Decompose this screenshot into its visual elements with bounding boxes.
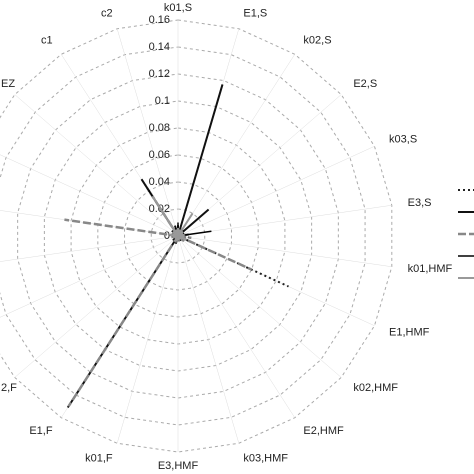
r-tick-label: 0.04 bbox=[149, 176, 170, 188]
category-label: E2,S bbox=[353, 78, 377, 90]
category-label: E1,HMF bbox=[389, 326, 430, 338]
category-label: k01,F bbox=[85, 453, 113, 465]
axis-spoke bbox=[177, 205, 392, 237]
category-label: E2,HMF bbox=[303, 425, 344, 437]
axis-spoke bbox=[116, 28, 179, 237]
category-label: k02,HMF bbox=[353, 382, 398, 394]
r-tick-label: 0 bbox=[164, 230, 170, 242]
r-tick-label: 0.14 bbox=[149, 41, 170, 53]
category-label: k03,HMF bbox=[243, 453, 288, 465]
r-tick-label: 0.1 bbox=[155, 95, 170, 107]
r-tick-label: 0.06 bbox=[149, 149, 170, 161]
r-tick-label: 0.02 bbox=[149, 203, 170, 215]
axis-spoke bbox=[177, 235, 240, 444]
category-label: 2,F bbox=[1, 382, 17, 394]
category-label: k02,S bbox=[303, 35, 331, 47]
grid-ring bbox=[0, 19, 393, 453]
category-label: E1,F bbox=[29, 425, 53, 437]
series-spike bbox=[177, 212, 194, 237]
grid-ring bbox=[0, 46, 366, 426]
axis-spoke bbox=[0, 154, 179, 237]
axis-spoke bbox=[14, 235, 179, 378]
series-spike bbox=[67, 235, 180, 408]
axis-spoke bbox=[0, 235, 179, 262]
series-spike bbox=[175, 229, 179, 237]
category-label: k01,HMF bbox=[408, 263, 453, 275]
series-spike bbox=[64, 218, 179, 238]
series-spike bbox=[177, 84, 224, 237]
category-label: k01,S bbox=[164, 2, 192, 14]
r-tick-label: 0.16 bbox=[149, 14, 170, 26]
axis-spoke bbox=[177, 235, 392, 267]
category-label: c1 bbox=[41, 35, 53, 47]
axis-spoke bbox=[116, 235, 179, 444]
r-tick-label: 0.12 bbox=[149, 68, 170, 80]
series-spike bbox=[177, 234, 253, 271]
series-spike bbox=[151, 195, 179, 237]
axis-spoke bbox=[0, 235, 179, 318]
category-label: EZ bbox=[1, 78, 15, 90]
r-tick-label: 0.08 bbox=[149, 122, 170, 134]
category-label: E1,S bbox=[243, 7, 267, 19]
axis-spoke bbox=[177, 235, 375, 326]
axis-spoke bbox=[14, 94, 179, 237]
axis-spoke bbox=[177, 235, 295, 418]
grid-ring bbox=[17, 73, 339, 399]
axis-spoke bbox=[177, 235, 342, 378]
category-label: c2 bbox=[101, 7, 113, 19]
category-label: E3,HMF bbox=[158, 460, 199, 472]
axis-spoke bbox=[177, 54, 295, 237]
category-label: k03,S bbox=[389, 134, 417, 146]
category-label: E3,S bbox=[408, 197, 432, 209]
axis-spoke bbox=[177, 146, 375, 237]
